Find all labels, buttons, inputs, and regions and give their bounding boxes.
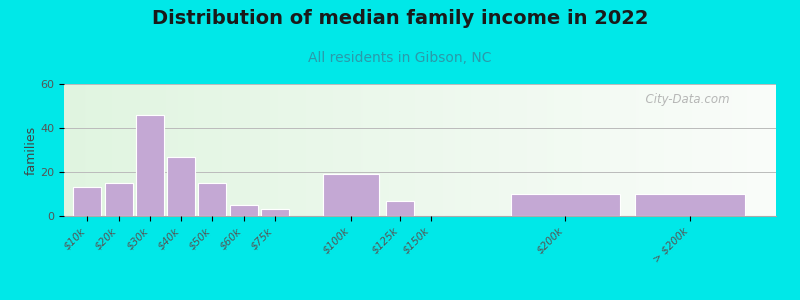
Bar [510, 194, 620, 216]
Bar [230, 205, 258, 216]
Text: Distribution of median family income in 2022: Distribution of median family income in … [152, 9, 648, 28]
Bar [105, 183, 133, 216]
Bar [136, 115, 164, 216]
Bar [198, 183, 226, 216]
Bar [198, 183, 226, 216]
Bar [386, 201, 414, 216]
Bar [510, 194, 620, 216]
Text: All residents in Gibson, NC: All residents in Gibson, NC [308, 51, 492, 65]
Bar [386, 201, 414, 216]
Bar [74, 188, 102, 216]
Bar [323, 174, 379, 216]
Bar [635, 194, 745, 216]
Bar [261, 209, 289, 216]
Bar [635, 194, 745, 216]
Bar [136, 115, 164, 216]
Text: City-Data.com: City-Data.com [638, 93, 730, 106]
Bar [323, 174, 379, 216]
Bar [230, 205, 258, 216]
Bar [167, 157, 195, 216]
Bar [105, 183, 133, 216]
Bar [261, 209, 289, 216]
Bar [74, 188, 102, 216]
Bar [167, 157, 195, 216]
Y-axis label: families: families [24, 125, 38, 175]
